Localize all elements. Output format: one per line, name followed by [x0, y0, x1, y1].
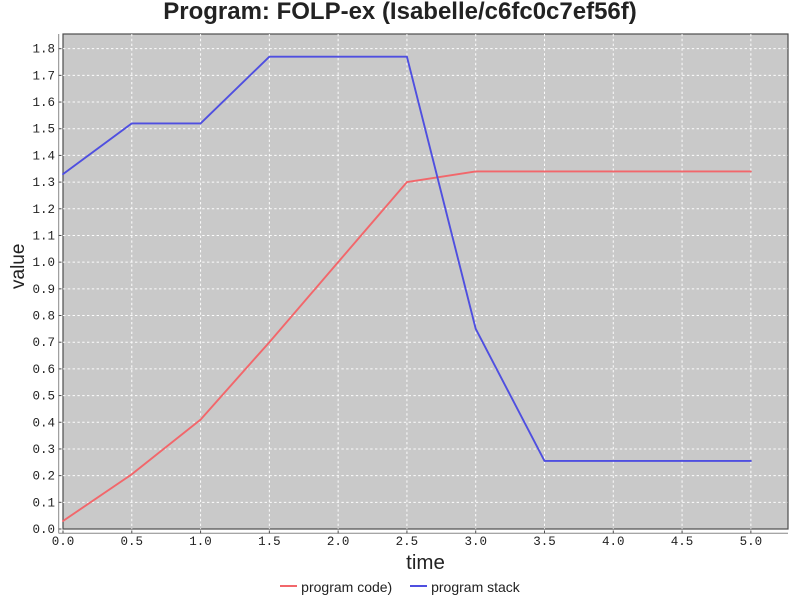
- svg-text:0.0: 0.0: [52, 535, 75, 549]
- svg-text:1.3: 1.3: [32, 176, 55, 190]
- svg-text:2.0: 2.0: [327, 535, 350, 549]
- svg-text:0.7: 0.7: [32, 336, 55, 350]
- svg-text:0.2: 0.2: [32, 470, 55, 484]
- svg-text:0.9: 0.9: [32, 283, 55, 297]
- svg-text:0.1: 0.1: [32, 496, 55, 510]
- svg-text:1.5: 1.5: [32, 123, 55, 137]
- svg-text:0.4: 0.4: [32, 416, 55, 430]
- svg-text:0.3: 0.3: [32, 443, 55, 457]
- svg-text:3.0: 3.0: [464, 535, 487, 549]
- svg-text:0.6: 0.6: [32, 363, 55, 377]
- svg-text:3.5: 3.5: [533, 535, 556, 549]
- svg-text:1.0: 1.0: [189, 535, 212, 549]
- svg-text:1.8: 1.8: [32, 43, 55, 57]
- svg-text:0.8: 0.8: [32, 310, 55, 324]
- svg-text:2.5: 2.5: [396, 535, 419, 549]
- svg-text:4.0: 4.0: [602, 535, 625, 549]
- svg-text:1.0: 1.0: [32, 256, 55, 270]
- svg-text:1.1: 1.1: [32, 229, 55, 243]
- svg-text:1.7: 1.7: [32, 69, 55, 83]
- svg-text:0.0: 0.0: [32, 523, 55, 537]
- svg-text:1.5: 1.5: [258, 535, 281, 549]
- svg-text:0.5: 0.5: [121, 535, 144, 549]
- svg-text:1.4: 1.4: [32, 149, 55, 163]
- svg-text:4.5: 4.5: [671, 535, 694, 549]
- svg-text:1.6: 1.6: [32, 96, 55, 110]
- svg-text:1.2: 1.2: [32, 203, 55, 217]
- svg-text:0.5: 0.5: [32, 390, 55, 404]
- svg-text:5.0: 5.0: [740, 535, 763, 549]
